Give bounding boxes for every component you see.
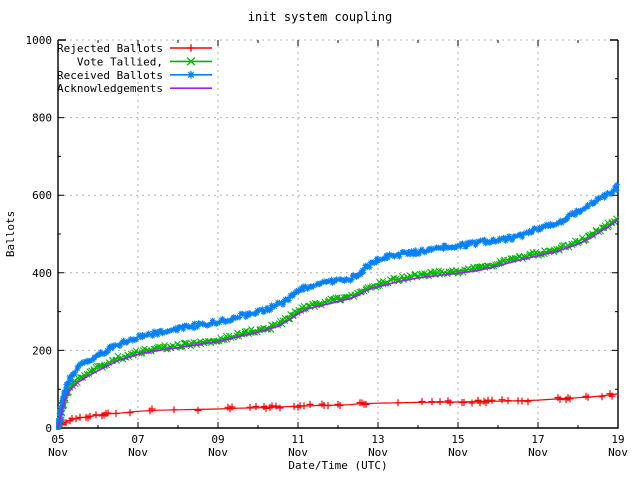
x-tick-label-month: Nov xyxy=(368,446,388,459)
y-tick-label: 800 xyxy=(32,112,52,125)
x-axis-label: Date/Time (UTC) xyxy=(288,459,387,472)
legend-entry: Rejected Ballots xyxy=(57,42,212,55)
x-tick-label-month: Nov xyxy=(288,446,308,459)
legend-label: Acknowledgements xyxy=(57,82,163,95)
y-tick-label: 0 xyxy=(45,422,52,435)
legend-entry: Acknowledgements xyxy=(57,82,212,95)
legend-sample-marker xyxy=(187,44,195,52)
legend-entry: Vote Tallied, xyxy=(77,55,212,68)
legend-entry: Received Ballots xyxy=(57,69,212,82)
x-tick-label-month: Nov xyxy=(608,446,628,459)
series-received-ballots xyxy=(56,181,620,430)
series-markers xyxy=(56,181,620,430)
x-tick-label-day: 19 xyxy=(611,433,624,446)
legend-label: Vote Tallied, xyxy=(77,55,163,68)
gridlines xyxy=(58,39,618,428)
x-tick-label-month: Nov xyxy=(48,446,68,459)
y-tick-label: 200 xyxy=(32,344,52,357)
series-markers xyxy=(58,390,616,428)
x-tick-label-month: Nov xyxy=(528,446,548,459)
x-tick-label-day: 11 xyxy=(291,433,304,446)
y-tick-label: 600 xyxy=(32,189,52,202)
x-tick-label-day: 13 xyxy=(371,433,384,446)
tick-marks xyxy=(57,39,619,429)
series-line xyxy=(57,186,619,429)
series-line xyxy=(57,393,619,429)
legend-label: Rejected Ballots xyxy=(57,42,163,55)
legend-sample-marker xyxy=(187,71,195,79)
series-line xyxy=(57,217,619,429)
y-axis-label: Ballots xyxy=(4,211,17,257)
x-tick-label-day: 15 xyxy=(451,433,464,446)
x-tick-label-month: Nov xyxy=(128,446,148,459)
x-tick-label-month: Nov xyxy=(208,446,228,459)
legend-label: Received Ballots xyxy=(57,69,163,82)
y-tick-label: 1000 xyxy=(26,34,53,47)
y-tick-labels: 0 200 400 600 800 1000 xyxy=(26,34,53,435)
plot-border-line xyxy=(57,40,619,429)
plot-border xyxy=(57,39,619,429)
chart-title: init system coupling xyxy=(248,10,393,24)
series-line xyxy=(57,218,619,429)
legend-sample-marker xyxy=(186,57,196,66)
plot-series xyxy=(56,181,620,430)
series-acknowledgements xyxy=(57,218,619,429)
x-tick-label-day: 07 xyxy=(131,433,144,446)
x-tick-label-month: Nov xyxy=(448,446,468,459)
y-tick-label: 400 xyxy=(32,267,52,280)
x-tick-label-day: 17 xyxy=(531,433,544,446)
series-rejected-ballots xyxy=(57,390,619,429)
axis-ticks xyxy=(57,39,619,429)
x-tick-label-day: 09 xyxy=(211,433,224,446)
x-tick-label-day: 05 xyxy=(51,433,64,446)
